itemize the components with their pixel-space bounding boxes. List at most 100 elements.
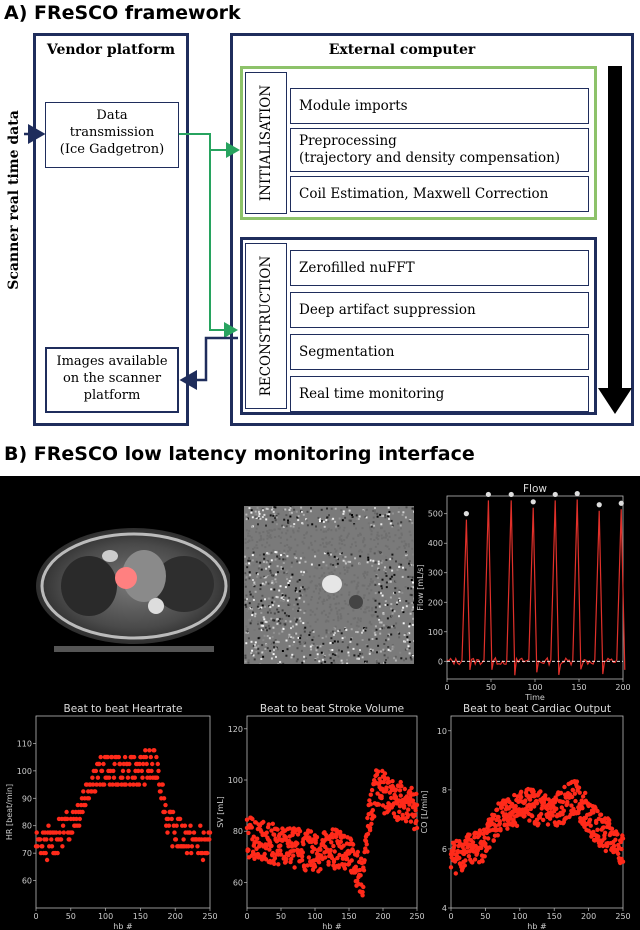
x-tick-label-3: 100 [512,912,527,921]
scatter-point-1 [80,809,85,815]
scatter-point-1 [198,823,203,828]
scatter-point-1 [187,830,192,835]
scatter-point-2 [372,814,377,819]
scatter-point-3 [525,808,530,813]
scatter-point-3 [534,801,540,806]
scatter-point-1 [70,830,75,835]
scatter-point-1 [90,775,95,780]
scatter-point-1 [43,850,48,856]
scatter-point-1 [184,850,190,856]
scatter-point-1 [163,802,168,808]
x-tick-label-1: 250 [202,912,217,921]
scatter-point-2 [295,832,301,837]
scatter-point-3 [543,796,548,801]
scatter-point-3 [487,845,492,850]
plot-area-2 [246,715,418,909]
scatter-point-1 [207,830,213,835]
scatter-point-2 [286,844,291,849]
scatter-point-1 [165,830,170,835]
module-imports-text: Module imports [299,97,408,114]
scatter-point-1 [57,830,62,835]
scatter-point-2 [337,852,342,858]
scatter-point-1 [77,816,83,822]
y-tick-label-1: 80 [22,822,32,831]
flow-peak-marker-4 [552,491,558,498]
scatter-point-2 [385,776,390,781]
y-tick-label-2: 60 [233,878,243,887]
scatter-point-3 [499,805,505,810]
y-tick-label-1: 90 [22,794,32,803]
scatter-point-2 [414,818,419,824]
scatter-point-3 [523,798,528,803]
external-computer-title: External computer [328,42,476,58]
scatter-point-2 [329,840,334,845]
scatter-point-2 [270,821,275,826]
scatter-point-2 [398,793,403,798]
scatter-point-1 [93,768,99,774]
scatter-point-3 [543,793,548,798]
scatter-point-1 [205,850,210,856]
scatter-point-2 [323,855,328,860]
flow-peak-marker-5 [574,490,580,497]
scatter-point-2 [272,832,277,837]
scatter-point-3 [467,832,472,837]
scatter-point-2 [267,840,273,845]
scatter-point-1 [156,768,161,774]
scatter-point-1 [122,754,128,760]
x-tick-label-2: 150 [341,912,356,921]
scatter-point-1 [137,761,142,767]
scatter-point-1 [149,768,154,774]
scatter-point-2 [407,802,412,807]
y-tick-label-3: 6 [442,845,447,854]
scatter-point-1 [115,782,121,787]
scatter-point-1 [83,802,88,808]
scatter-point-2 [349,858,354,863]
scatter-point-1 [160,782,165,787]
scatter-point-1 [136,768,141,774]
scatter-point-1 [93,789,98,794]
scatter-point-3 [561,808,566,813]
scatter-point-2 [295,841,300,846]
scatter-point-3 [492,813,497,818]
monitoring-text: Real time monitoring [299,385,445,402]
scatter-point-1 [172,830,177,835]
scatter-point-1 [186,844,191,849]
scatter-point-1 [77,823,82,828]
scatter-point-2 [353,864,358,869]
y-axis-label-3: CO [L/min] [420,791,429,834]
x-axis-label-0: Time [524,693,545,702]
flow-peak-marker-6 [596,502,602,508]
scatter-point-3 [522,813,527,819]
scatter-point-1 [147,748,152,753]
scatter-point-2 [408,819,414,824]
scatter-point-3 [569,803,574,808]
scatter-point-1 [127,782,133,787]
scatter-point-3 [594,820,599,825]
images-box-line-1: Images available [56,354,168,369]
scatter-point-3 [528,806,533,812]
scatter-point-3 [598,812,604,817]
scatter-point-1 [154,775,160,780]
y-tick-label-2: 120 [228,725,243,734]
scatter-point-3 [527,797,533,802]
chart-title-0: Flow [523,483,547,495]
y-tick-label-0: 200 [428,598,443,607]
scatter-point-1 [173,837,179,842]
scatter-point-2 [342,833,347,839]
scatter-point-2 [361,868,367,873]
scatter-point-2 [276,862,281,867]
x-axis-label-2: hb # [322,922,342,930]
scatter-point-2 [406,812,411,818]
scatter-point-1 [111,775,117,780]
coil-estimation-box: Coil Estimation, Maxwell Correction [290,176,589,212]
scatter-point-2 [289,844,295,849]
x-tick-label-1: 150 [133,912,148,921]
scatter-point-3 [572,791,577,796]
data-box-line-2: transmission [69,125,155,140]
scatter-point-1 [112,761,117,767]
scatter-point-2 [376,769,381,774]
scatter-point-3 [455,848,461,854]
scatter-point-3 [530,813,535,819]
scatter-point-2 [314,835,320,840]
scatter-point-2 [403,819,409,824]
